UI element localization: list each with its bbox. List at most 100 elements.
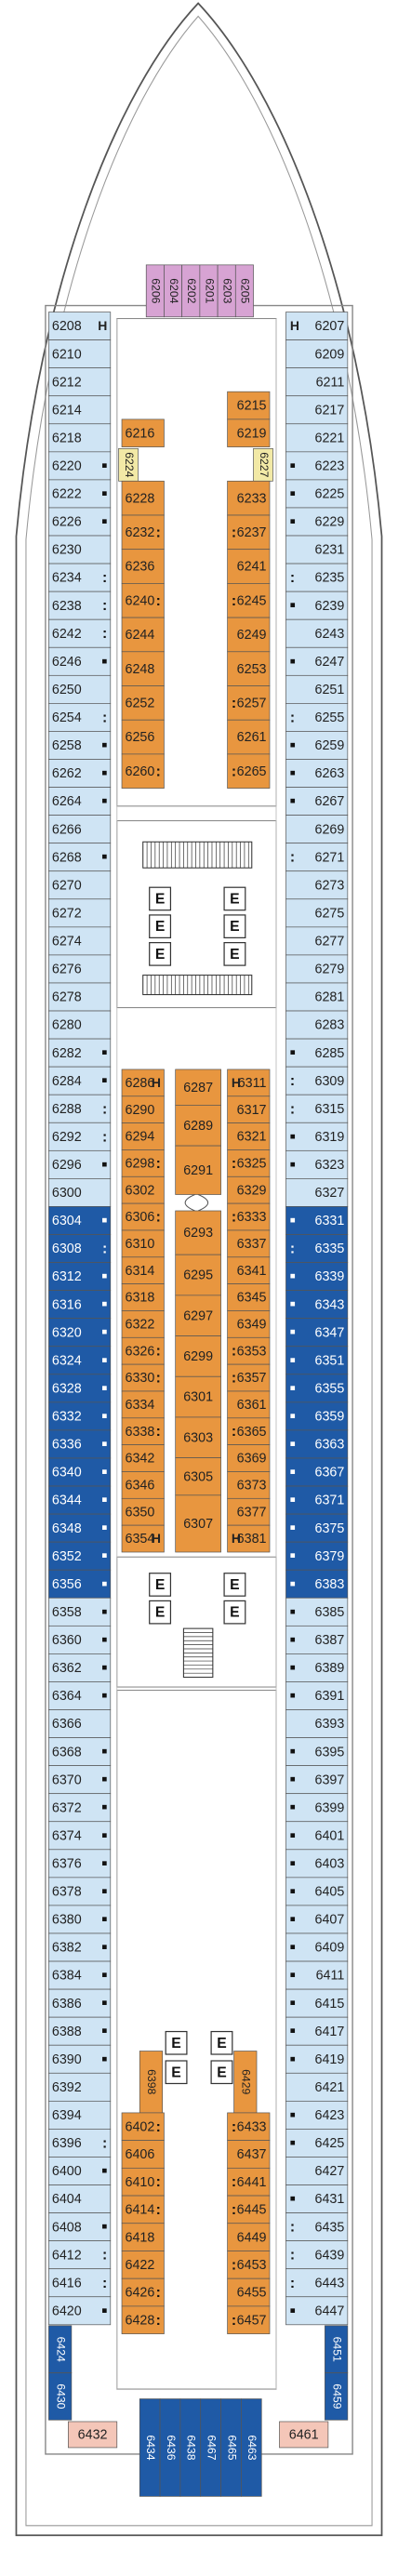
cabin-number: 6443 — [315, 2276, 345, 2291]
cabin — [48, 731, 112, 760]
cabin-number: 6268 — [52, 850, 82, 865]
cabin — [227, 1256, 271, 1284]
cabin-number: 6265 — [237, 764, 267, 779]
cabin — [285, 312, 349, 340]
cabin-number: 6278 — [52, 990, 82, 1005]
cabin-number: 6228 — [126, 491, 155, 506]
cabin-number: 6372 — [52, 1800, 82, 1815]
cabin-marker: : — [290, 850, 295, 866]
cabin-number: 6392 — [52, 2080, 82, 2095]
cabin-number: 6417 — [315, 2025, 345, 2039]
cabin-marker: ■ — [101, 1551, 107, 1561]
cabin-number: 6321 — [237, 1130, 267, 1145]
elevator — [149, 942, 172, 966]
cabin — [285, 2296, 349, 2326]
cabin-number: 6380 — [52, 1913, 82, 1928]
cabin — [285, 507, 349, 537]
cabin — [121, 1363, 165, 1392]
cabin-number: 6368 — [52, 1745, 82, 1759]
cabin-marker: : — [232, 1344, 236, 1360]
cabin-number: 6252 — [126, 697, 155, 711]
cabin-number: 6225 — [315, 487, 345, 502]
cabin-number: 6224 — [123, 452, 136, 477]
cabin-number: 6207 — [315, 319, 345, 334]
cabin-marker: : — [156, 764, 161, 779]
cabin-number: 6437 — [237, 2147, 267, 2162]
cabin — [48, 759, 112, 788]
cabin-number: 6312 — [52, 1269, 82, 1284]
cabin-number: 6322 — [126, 1318, 155, 1333]
cabin — [285, 1932, 349, 1962]
cabin-number: 6343 — [315, 1297, 345, 1312]
cabin — [227, 1390, 271, 1419]
cabin-marker: ■ — [290, 1774, 296, 1785]
cabin-number: 6305 — [183, 1469, 213, 1484]
cabin — [48, 423, 112, 453]
cabin-number: 6334 — [126, 1398, 155, 1413]
cabin — [285, 2184, 349, 2213]
cabin — [227, 2195, 271, 2224]
cabin-number: 6277 — [315, 935, 345, 949]
cabin — [48, 1206, 112, 1235]
cabin-marker: ■ — [101, 517, 107, 527]
cabin-marker: ■ — [101, 1746, 107, 1757]
cabin-number: 6320 — [52, 1325, 82, 1340]
cabin — [48, 1793, 112, 1823]
cabin — [175, 1069, 221, 1106]
cabin-number: 6325 — [237, 1157, 267, 1172]
cabin — [121, 418, 165, 447]
cabin — [325, 2325, 349, 2373]
cabin-marker: : — [232, 2119, 236, 2135]
cabin — [227, 549, 271, 584]
cabin-marker: ■ — [101, 1998, 107, 2009]
cabin-number: 6404 — [52, 2192, 82, 2207]
cabin-marker: : — [232, 2174, 236, 2190]
cabin — [285, 423, 349, 453]
cabin-number: 6269 — [315, 822, 345, 837]
cabin-number: 6284 — [52, 1074, 82, 1089]
cabin-marker: ■ — [290, 1607, 296, 1617]
cabin — [48, 1374, 112, 1403]
cabin-number: 6393 — [315, 1717, 345, 1732]
cabin — [227, 753, 271, 789]
cabin-marker: ■ — [290, 1467, 296, 1478]
cabin-number: 6432 — [78, 2428, 108, 2443]
cabin — [227, 2251, 271, 2279]
cabin-marker: ■ — [290, 2026, 296, 2037]
cabin-number: 6217 — [315, 403, 345, 418]
cabin — [285, 2072, 349, 2102]
cabin-number: 6307 — [183, 1517, 213, 1532]
cabin-marker: H — [232, 1075, 241, 1090]
cabin-marker: ■ — [290, 2110, 296, 2120]
cabin-number: 6340 — [52, 1466, 82, 1481]
cabin-number: 6371 — [315, 1494, 345, 1508]
cabin — [175, 1145, 221, 1195]
cabin-number: 6423 — [315, 2108, 345, 2123]
cabin — [48, 1066, 112, 1095]
hull-inner — [25, 15, 373, 2527]
cabin — [285, 367, 349, 397]
cabin-marker: : — [290, 1073, 295, 1089]
cabin — [48, 1569, 112, 1599]
cabin-number: 6388 — [52, 2025, 82, 2039]
cabin-marker: : — [290, 2220, 295, 2236]
elevator — [223, 1600, 246, 1625]
cabin-number: 6351 — [315, 1353, 345, 1368]
cabin — [227, 514, 271, 551]
cabin-number: 6241 — [237, 560, 267, 575]
cabin-marker: ■ — [101, 1076, 107, 1086]
cabin — [227, 1524, 271, 1553]
cabin-marker: ■ — [290, 1411, 296, 1421]
cabin — [227, 1497, 271, 1526]
cabin-marker: ■ — [290, 1048, 296, 1058]
cabin-number: 6251 — [315, 683, 345, 697]
cabin-number: 6350 — [126, 1505, 155, 1520]
cabin-number: 6461 — [289, 2428, 319, 2443]
cabin — [121, 480, 165, 516]
cabin-marker: ■ — [290, 1299, 296, 1309]
cabin-number: 6231 — [315, 543, 345, 558]
cabin-marker: : — [232, 696, 236, 711]
cabin — [234, 264, 254, 318]
cabin-number: 6324 — [52, 1353, 82, 1368]
cabin-marker: ■ — [290, 1327, 296, 1337]
